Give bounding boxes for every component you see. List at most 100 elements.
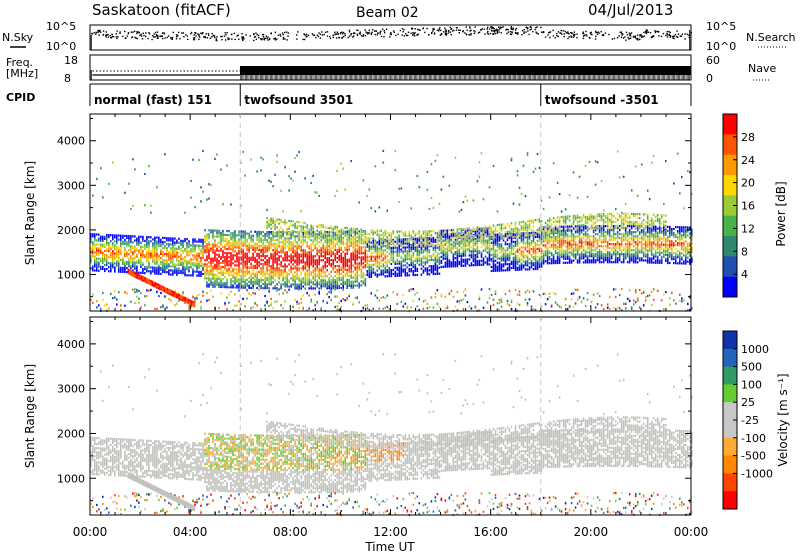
power-cell [408,258,411,261]
power-cell [140,253,142,256]
nsky-point [494,29,496,32]
power-cell [226,233,228,237]
power-cell [382,233,385,237]
power-cell [264,273,266,276]
power-cell [244,286,246,289]
power-cell [324,265,326,268]
power-cell [454,243,457,246]
nsky-point [635,38,637,40]
power-cell [332,283,334,286]
power-cell [214,251,216,254]
power-cell [292,220,294,223]
power-cell [256,286,258,290]
power-cell [268,231,270,234]
power-cell [380,251,383,254]
power-cell [438,246,441,249]
power-cell [206,249,208,252]
nsky-point [439,34,442,36]
power-cell [422,257,425,260]
power-cell [198,238,200,241]
power-cell [222,229,224,232]
power-cell [208,271,210,274]
power-cell [446,231,449,234]
power-cell [334,305,336,308]
power-cell [298,277,300,280]
power-cell [398,240,401,243]
power-cell [258,288,260,291]
power-cell [270,277,272,280]
power-cell [318,267,320,270]
power-cell [290,285,292,288]
power-cell [266,267,268,270]
power-cell [214,243,216,246]
power-cell [90,249,92,252]
power-cell [228,274,230,277]
power-cell [118,246,120,249]
power-cell [188,260,190,263]
nsky-point [348,29,351,32]
power-cell [242,264,244,267]
power-cell [386,259,389,262]
power-cell [298,269,300,272]
power-cell [106,303,108,306]
nsky-point [263,39,266,41]
power-cell [404,302,407,305]
power-cell [348,248,350,251]
nsky-point [570,32,572,34]
power-cell [304,251,306,254]
power-cell [96,239,98,242]
power-cell [278,235,280,238]
nsky-point [303,38,306,41]
power-cell [394,150,397,153]
nsky-point [306,35,308,38]
power-cell [292,241,294,244]
power-cell [188,268,190,271]
power-cell [294,222,296,225]
power-cell [368,249,371,252]
nsky-point [560,29,562,32]
power-cell [294,283,296,286]
power-cell [296,261,298,264]
power-cell [334,295,336,298]
power-cell [136,269,138,272]
power-cell [320,259,322,262]
power-cell [156,240,158,243]
power-cell [284,283,286,286]
power-cell [268,279,270,282]
power-cell [172,253,174,256]
power-cell [338,240,340,243]
nsky-point [393,31,396,34]
power-cell [206,299,208,302]
power-cell [362,252,365,255]
power-cell [148,266,150,269]
power-cell [386,265,389,268]
nsky-point [151,38,153,41]
power-cell [168,251,170,254]
power-cell [266,271,268,274]
power-cell [358,236,360,239]
power-cell [186,250,188,253]
power-cell [440,239,443,242]
power-cell [218,265,220,268]
power-cell [294,265,296,268]
power-cell [202,268,204,272]
power-cell [206,235,208,238]
power-cell [110,262,112,265]
power-cell [328,243,330,246]
power-cell [270,255,272,258]
nsky-point [585,34,587,36]
power-cell [102,255,104,258]
power-cell [284,269,286,272]
power-cell [438,252,441,255]
power-cell [348,231,350,234]
power-cell [158,254,160,257]
power-cell [382,265,385,268]
power-cell [348,282,350,285]
power-cell [128,241,130,244]
power-cell [102,243,104,246]
power-cell [220,283,222,287]
power-cell [182,265,184,269]
power-cell [334,271,336,274]
power-cell [198,272,200,275]
power-cell [358,246,360,249]
